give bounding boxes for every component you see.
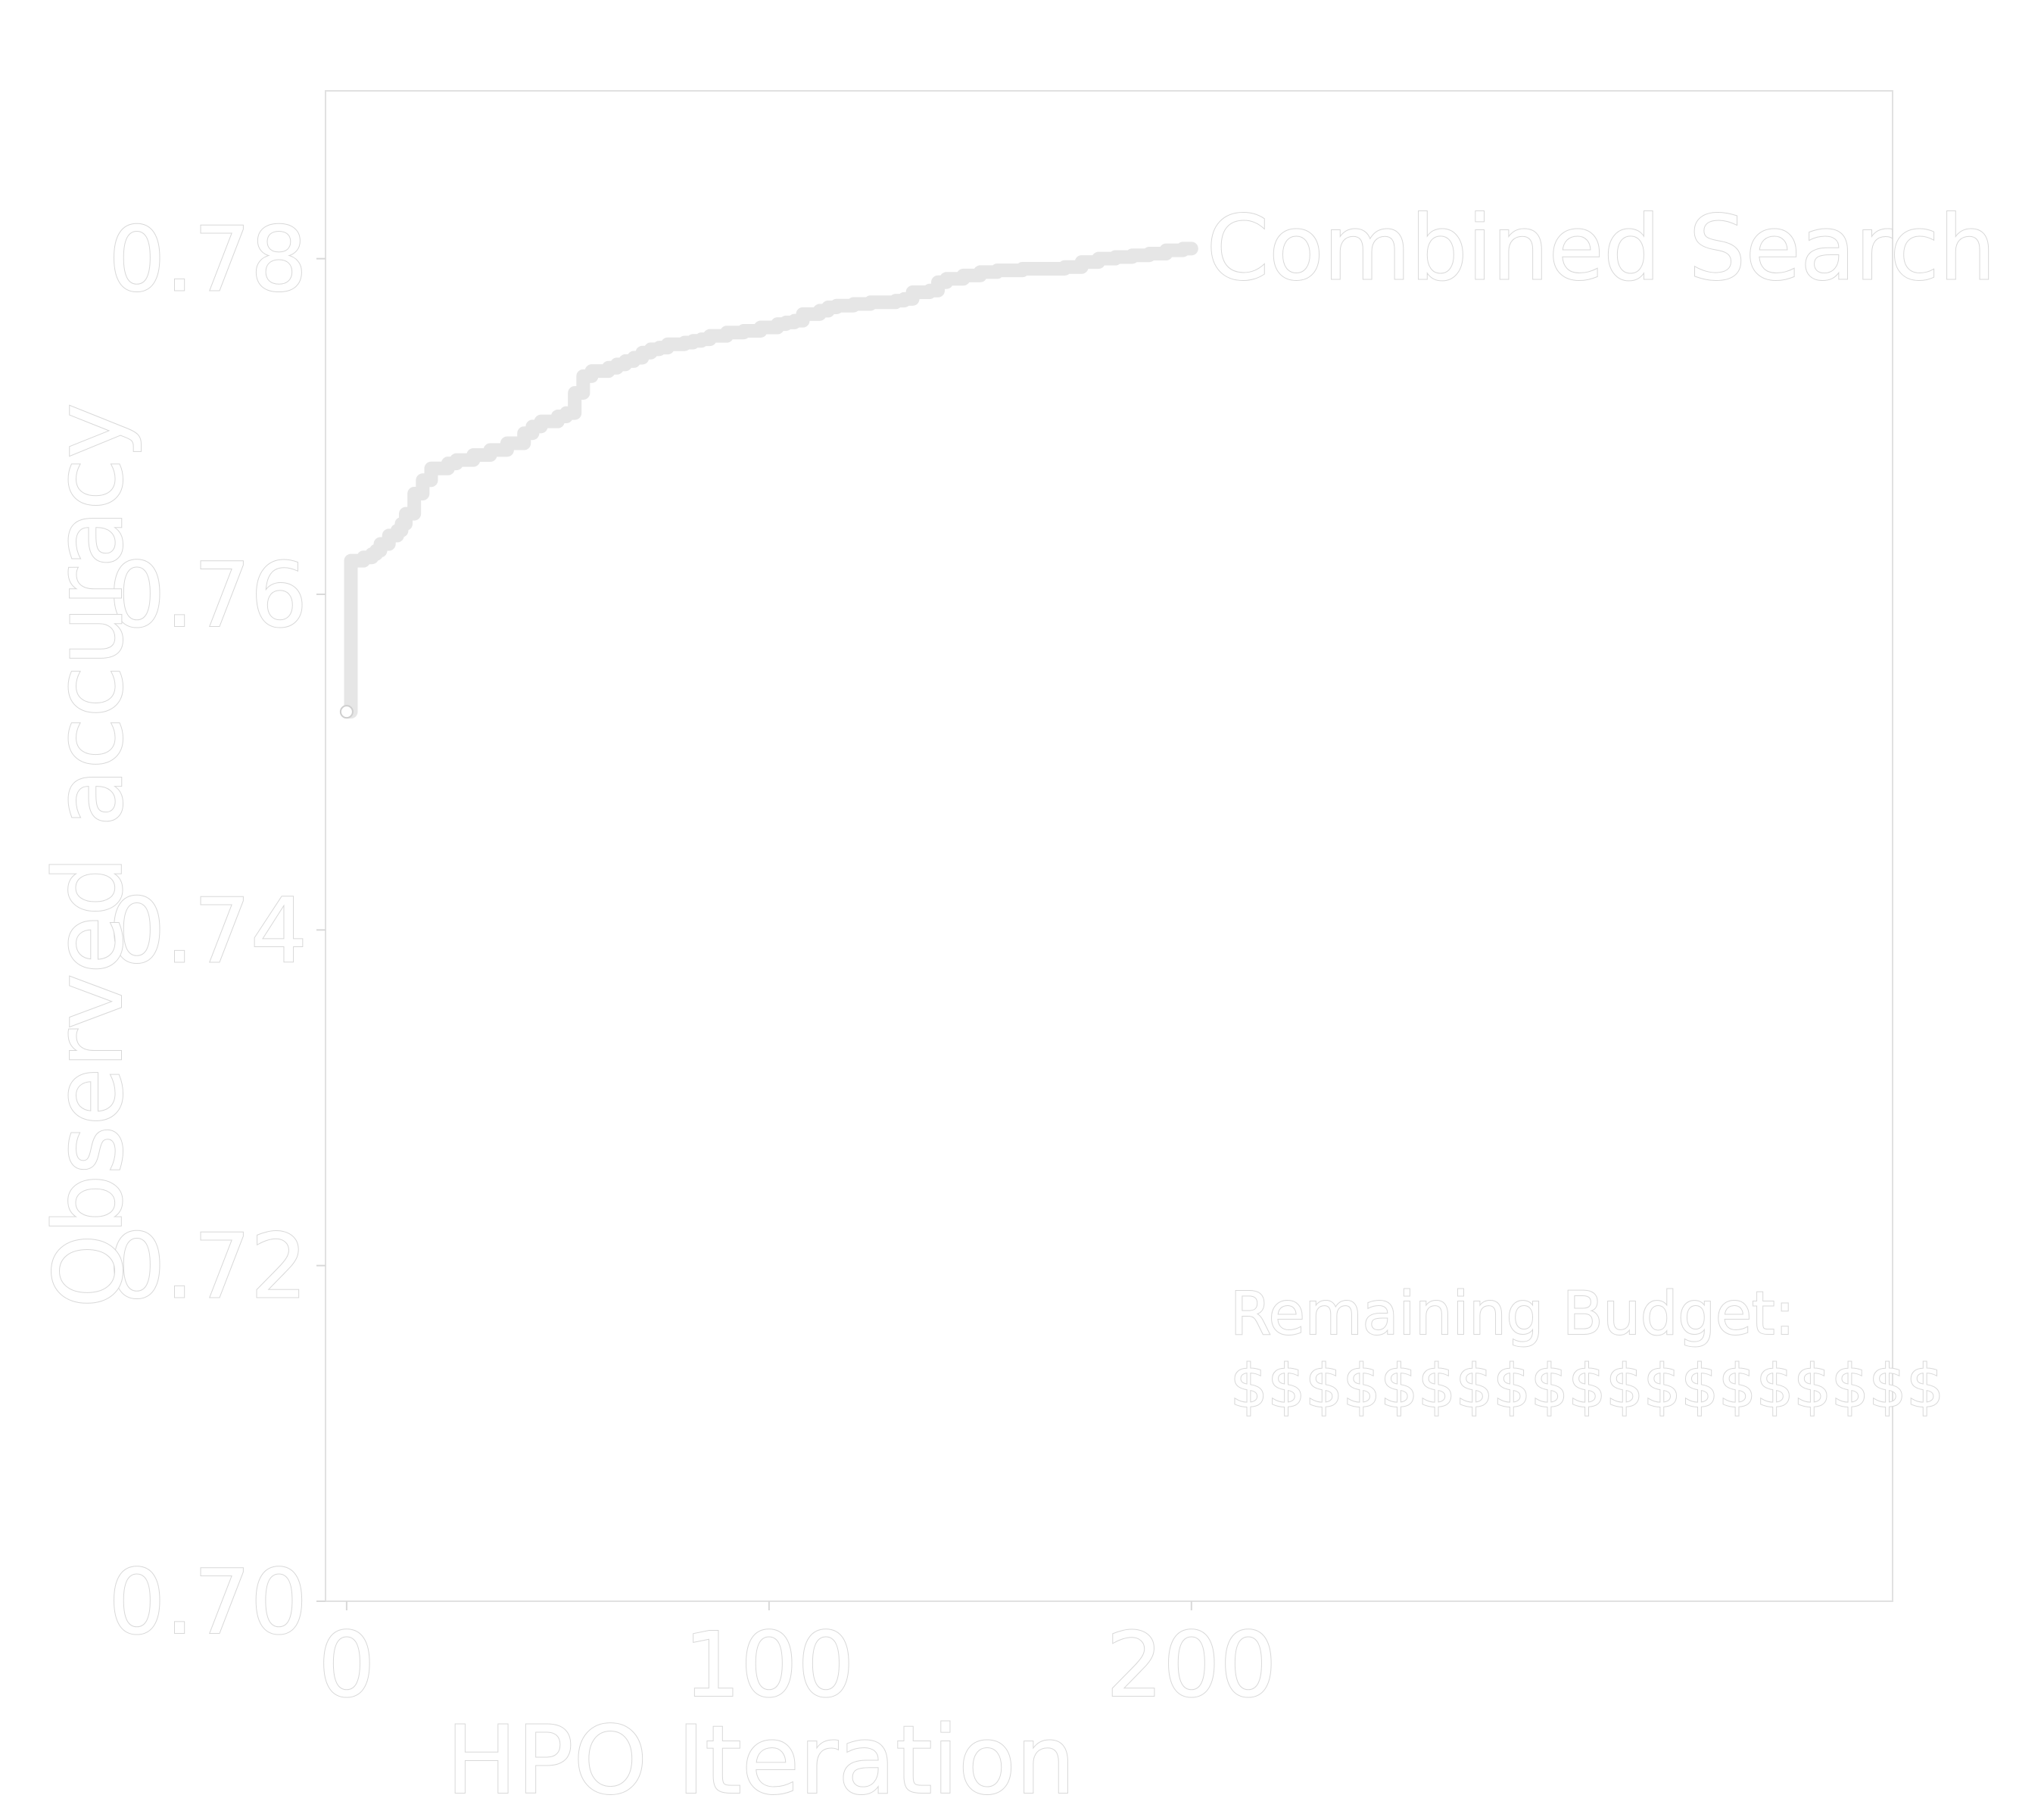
y-tick-label: 0.76 [108,543,307,647]
series-label: Combined Search [1207,195,1996,300]
x-axis-title: HPO Iteration [446,1706,1075,1815]
y-tick-label: 0.70 [108,1550,307,1654]
y-axis-title: Observed accuracy [35,403,144,1307]
x-tick-label: 100 [684,1613,854,1717]
x-tick-label: 0 [318,1613,375,1717]
y-tick-label: 0.74 [108,878,307,983]
remaining-budget-label: Remaining Budget: [1230,1280,1795,1348]
plot-frame [325,90,1893,1602]
y-tick-label: 0.78 [108,207,307,312]
x-tick-label: 200 [1106,1613,1276,1717]
series-start-point [339,705,354,719]
remaining-budget-dollars: $$$$$$$$$$$$$$$$$$$ [1230,1353,1944,1421]
combined-search-line [339,242,1198,719]
y-tick-label: 0.72 [108,1214,307,1319]
